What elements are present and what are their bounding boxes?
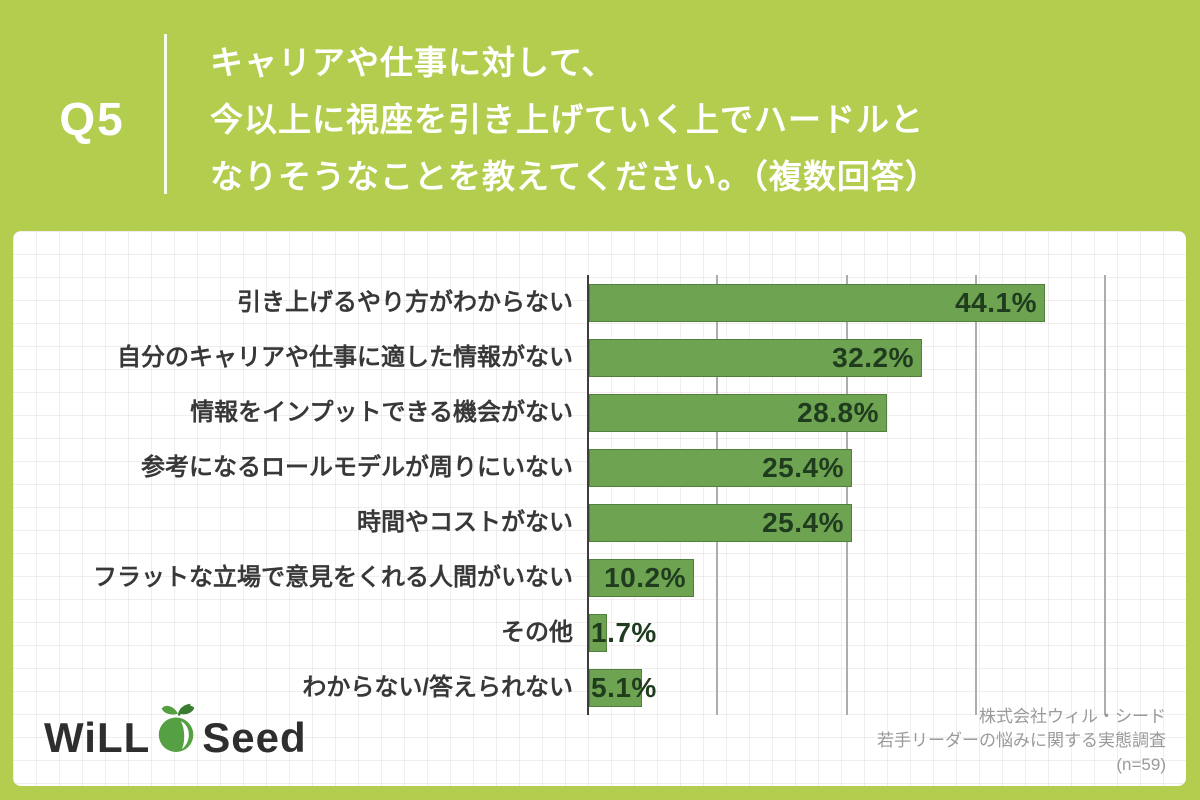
value-label: 32.2% [832, 342, 914, 373]
chart-card: 引き上げるやり方がわからない 44.1% 自分のキャリアや仕事に適した情報がない 32… [13, 231, 1186, 786]
question-line-1: キャリアや仕事に対して、 [210, 44, 616, 81]
bar [589, 614, 607, 652]
willseed-logo: WiLL Seed [44, 703, 307, 766]
bar-chart: 引き上げるやり方がわからない 44.1% 自分のキャリアや仕事に適した情報がない 32… [13, 231, 1186, 786]
logo-text-will: WiLL [44, 714, 151, 761]
category-label: その他 [501, 619, 573, 646]
question-line-2: 今以上に視座を引き上げていく上でハードルと [210, 101, 924, 138]
major-gridline [1104, 275, 1106, 715]
value-label: 25.4% [762, 452, 844, 483]
value-label: 1.7% [591, 617, 657, 648]
source-line-3: (n=59) [1116, 755, 1166, 774]
source-line-2: 若手リーダーの悩みに関する実態調査 [877, 731, 1166, 750]
bar [589, 394, 887, 432]
category-label: わからない/答えられない [302, 674, 573, 701]
category-label: 情報をインプットできる機会がない [190, 399, 573, 426]
source-line-1: 株式会社ウィル・シード [979, 707, 1166, 726]
apple-sprout-icon [153, 701, 201, 765]
value-label: 44.1% [955, 287, 1037, 318]
value-label: 25.4% [762, 507, 844, 538]
major-gridline [974, 275, 977, 715]
bar [589, 339, 922, 377]
question-number: Q5 [59, 93, 125, 145]
value-label: 10.2% [604, 562, 686, 593]
question-line-3: なりそうなことを教えてください。（複数回答） [210, 158, 939, 195]
question-text: キャリアや仕事に対して、 今以上に視座を引き上げていく上でハードルと なりそうな… [210, 34, 939, 205]
category-label: 参考になるロールモデルが周りにいない [141, 454, 573, 481]
category-label: 自分のキャリアや仕事に適した情報がない [117, 344, 573, 371]
category-label: 引き上げるやり方がわからない [237, 289, 573, 316]
category-label: 時間やコストがない [357, 509, 573, 536]
header-divider [164, 34, 167, 194]
value-label: 28.8% [797, 397, 879, 428]
y-axis-line [587, 275, 589, 715]
bar [589, 449, 852, 487]
bar [589, 559, 694, 597]
bar [589, 669, 642, 707]
major-gridline [716, 275, 719, 715]
source-attribution: 株式会社ウィル・シード 若手リーダーの悩みに関する実態調査 (n=59) [877, 705, 1166, 777]
bar [589, 284, 1045, 322]
bar [589, 504, 852, 542]
logo-text-seed: Seed [202, 714, 307, 761]
value-label: 5.1% [591, 672, 657, 703]
major-gridline [845, 275, 848, 715]
category-label: フラットな立場で意見をくれる人間がいない [93, 564, 573, 591]
